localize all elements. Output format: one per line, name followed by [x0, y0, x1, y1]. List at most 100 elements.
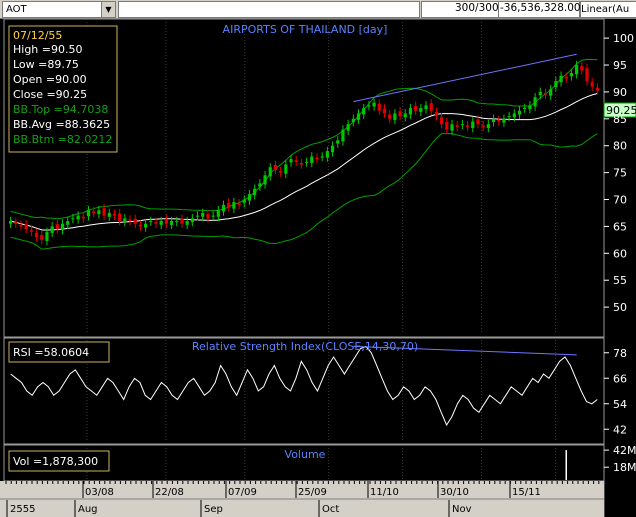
candle-body — [154, 222, 158, 224]
candle-body — [253, 188, 257, 196]
month-label: Oct — [322, 504, 339, 515]
candle-body — [71, 218, 75, 220]
candle-body — [590, 82, 594, 87]
rsi-tick-label: 66 — [613, 372, 627, 385]
candle-body — [50, 226, 54, 233]
candle-body — [81, 216, 85, 219]
candle-body — [336, 140, 340, 144]
volume-info: Vol =1,878,300 — [13, 455, 98, 468]
candle-body — [356, 113, 361, 120]
price-title: AIRPORTS OF THAILAND [day] — [223, 23, 388, 36]
candle-body — [388, 114, 392, 119]
volume-title: Volume — [285, 448, 326, 461]
candle-body — [554, 81, 558, 88]
info-bb-top: BB.Top =94.7038 — [13, 103, 108, 116]
candle-body — [107, 212, 111, 217]
symbol-value: AOT — [6, 4, 27, 15]
date-axis-labels: 03/08 22/08 07/09 25/09 11/10 30/10 15/11 2555 A… — [0, 481, 604, 517]
candle-body — [455, 125, 459, 127]
candle-body — [268, 167, 272, 177]
price-tick-label: 80 — [613, 140, 627, 153]
last-price-label: 90.25 — [606, 104, 636, 117]
candle-body — [523, 108, 527, 110]
price-tick-label: 65 — [613, 220, 627, 233]
info-bb-avg: BB.Avg =88.3625 — [13, 118, 110, 131]
candle-body — [206, 214, 210, 219]
volume-info-box — [8, 450, 110, 472]
candle-body — [263, 175, 267, 185]
info-date: 07/12/55 — [13, 29, 62, 42]
candle-body — [175, 221, 179, 223]
bb-avg-line — [10, 93, 598, 231]
y-axis-ticks: 100 95 90 85 80 75 70 65 60 55 50 78 66 54 42 42M 18M — [604, 32, 636, 474]
candle-body — [507, 116, 511, 118]
price-tick-label: 100 — [613, 32, 634, 45]
candle-body — [362, 108, 366, 115]
candle-body — [497, 119, 501, 122]
candle-body — [133, 218, 137, 224]
candle-body — [543, 93, 548, 95]
candle-body — [450, 124, 454, 131]
price-tick-label: 95 — [613, 59, 627, 72]
rsi-series — [10, 345, 598, 427]
candle-body — [481, 125, 485, 127]
candle-body — [97, 210, 101, 215]
scale-mode: Linear(Au — [581, 4, 630, 15]
date-label: 30/10 — [440, 487, 469, 498]
candle-body — [330, 145, 335, 153]
candle-body — [460, 124, 464, 126]
price-tick-label: 75 — [613, 167, 627, 180]
candle-body — [227, 202, 231, 208]
bb-bottom-line — [10, 133, 598, 250]
candle-body — [341, 129, 345, 142]
info-box — [8, 25, 118, 153]
candle-body — [393, 113, 397, 120]
rsi-line — [10, 345, 598, 427]
candle-body — [299, 162, 304, 165]
price-trendline — [353, 53, 577, 103]
symbol-combo[interactable]: AOT ▼ — [2, 1, 116, 18]
candle-body — [346, 124, 350, 131]
candle-body — [517, 110, 522, 115]
price-tick-label: 50 — [613, 301, 627, 314]
candle-body — [528, 105, 532, 110]
candle-body — [398, 111, 402, 117]
candle-body — [294, 160, 298, 162]
chevron-down-icon[interactable]: ▼ — [101, 2, 115, 17]
date-label: 25/09 — [298, 487, 327, 498]
candle-body — [128, 219, 132, 222]
candle-body — [424, 105, 428, 110]
info-open: Open =90.00 — [13, 73, 87, 86]
candle-body — [185, 221, 189, 225]
candle-body — [221, 204, 226, 212]
toolbar-field-blank[interactable] — [118, 1, 420, 18]
candle-body — [60, 223, 65, 231]
candle-body — [180, 218, 184, 224]
info-close: Close =90.25 — [13, 88, 87, 101]
info-high: High =90.50 — [13, 43, 83, 56]
scale-mode-select[interactable]: Linear(Au — [580, 1, 636, 18]
candle-body — [164, 218, 168, 224]
candle-body — [24, 224, 28, 230]
candle-body — [232, 202, 236, 209]
candle-body — [585, 68, 589, 82]
volume-tick-label: 18M — [613, 461, 636, 474]
candle-body — [144, 223, 148, 228]
candle-body — [414, 105, 418, 111]
rsi-tick-label: 78 — [613, 347, 627, 360]
candle-body — [549, 89, 553, 96]
candle-body — [419, 108, 423, 112]
info-low: Low =89.75 — [13, 58, 79, 71]
last-price-tag — [603, 102, 636, 118]
candle-body — [86, 210, 91, 217]
month-label: 2555 — [10, 504, 35, 515]
price-tick-label: 55 — [613, 274, 627, 287]
candle-body — [284, 164, 288, 174]
candle-body — [445, 122, 449, 130]
candle-body — [273, 165, 278, 170]
price-tick-label: 85 — [613, 113, 627, 126]
date-label: 07/09 — [228, 487, 257, 498]
info-bb-btm: BB.Btm =82.0212 — [13, 133, 112, 146]
candle-body — [502, 118, 506, 123]
